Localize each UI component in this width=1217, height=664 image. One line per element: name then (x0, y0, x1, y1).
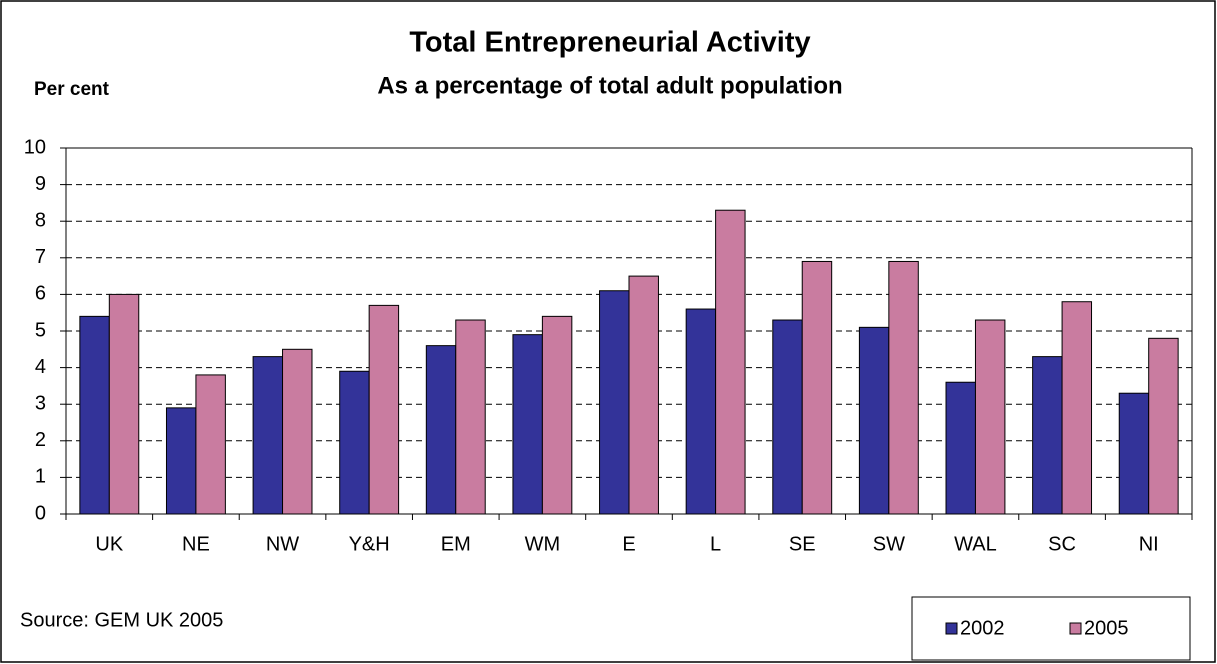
y-tick-label: 4 (35, 356, 46, 378)
bar (801, 260, 833, 515)
bar (1061, 301, 1093, 515)
bar (339, 370, 370, 515)
bar (715, 209, 746, 515)
y-tick-label: 7 (35, 246, 46, 268)
y-tick-label: 5 (35, 319, 46, 341)
bar (455, 319, 486, 515)
bar (1032, 356, 1063, 515)
x-tick-label: NE (182, 533, 210, 555)
source-note: Source: GEM UK 2005 (20, 609, 223, 631)
bar (1118, 392, 1150, 515)
x-tick-label: E (622, 533, 635, 555)
y-tick-label: 9 (35, 173, 46, 195)
x-tick-label: SC (1048, 533, 1076, 555)
x-tick-label: L (710, 533, 721, 555)
bar (772, 319, 803, 515)
bar (195, 374, 226, 515)
bar (974, 319, 1006, 515)
bar (368, 304, 400, 515)
bar (108, 293, 140, 515)
bar (79, 315, 110, 515)
x-tick-label: NI (1139, 533, 1159, 555)
y-tick-label: 2 (35, 429, 46, 451)
legend-swatch (945, 622, 958, 635)
bar (945, 381, 976, 515)
x-tick-label: NW (266, 533, 299, 555)
bar (541, 315, 573, 515)
chart-subtitle: As a percentage of total adult populatio… (377, 72, 842, 99)
y-tick-label: 10 (24, 136, 46, 158)
bar (628, 275, 659, 515)
bar (888, 260, 919, 515)
bar (512, 334, 543, 515)
x-tick-label: WAL (954, 533, 997, 555)
bar (165, 407, 197, 515)
y-tick-label: 0 (35, 502, 46, 524)
y-tick-label: 1 (35, 466, 46, 488)
bar (599, 290, 630, 515)
bar (252, 356, 284, 515)
bar (685, 308, 717, 515)
x-tick-label: Y&H (349, 533, 390, 555)
chart-title: Total Entrepreneurial Activity (409, 27, 810, 59)
bar (1148, 337, 1179, 515)
x-tick-label: EM (441, 533, 471, 555)
legend-swatch (1069, 622, 1082, 635)
legend-label: 2005 (1084, 617, 1129, 639)
bar (858, 326, 890, 515)
legend-label: 2002 (960, 617, 1005, 639)
bar (282, 348, 313, 515)
x-tick-label: SW (873, 533, 905, 555)
bar (425, 345, 457, 515)
y-tick-label: 6 (35, 283, 46, 305)
y-tick-label: 3 (35, 392, 46, 414)
y-axis-label: Per cent (34, 79, 110, 100)
x-tick-label: UK (95, 533, 123, 555)
x-tick-label: SE (789, 533, 816, 555)
x-tick-label: WM (525, 533, 561, 555)
legend-box (911, 596, 1191, 661)
y-tick-label: 8 (35, 209, 46, 231)
